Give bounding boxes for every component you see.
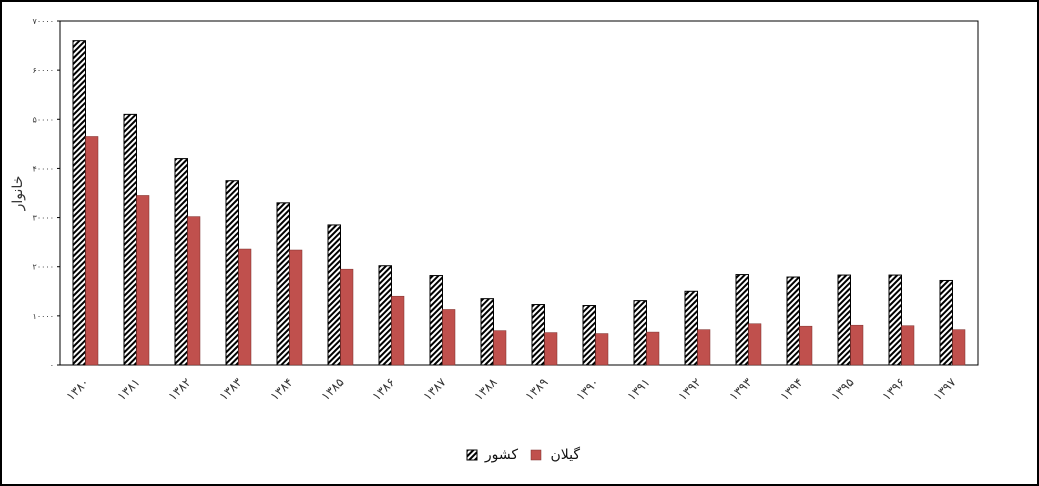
bar-keshvar-4 — [276, 202, 290, 366]
bar-keshvar-9 — [531, 304, 545, 366]
x-tick-label: ۱۳۹۳ — [726, 375, 755, 404]
x-tick-label: ۱۳۹۱ — [624, 375, 652, 403]
bar-gilan-9 — [544, 332, 558, 366]
bar-gilan-0 — [85, 136, 99, 366]
y-tick-label: ۱۰۰۰۰ — [33, 312, 54, 321]
x-tick-label: ۱۳۸۸ — [471, 375, 500, 404]
x-tick-label: ۱۳۸۹ — [522, 375, 550, 403]
bar-gilan-14 — [799, 325, 813, 366]
x-tick-label: ۱۳۸۴ — [267, 375, 295, 403]
bar-gilan-12 — [697, 329, 711, 366]
bar-keshvar-10 — [582, 305, 596, 366]
bar-gilan-1 — [136, 195, 150, 366]
bar-keshvar-12 — [684, 290, 698, 366]
bar-gilan-17 — [952, 329, 966, 366]
bar-gilan-7 — [442, 309, 456, 366]
x-tick-label: ۱۳۹۵ — [828, 375, 856, 403]
bar-keshvar-7 — [429, 275, 443, 366]
bar-keshvar-11 — [633, 300, 647, 366]
x-tick-label: ۱۳۸۶ — [369, 375, 397, 403]
bar-keshvar-15 — [837, 274, 851, 366]
x-tick-label: ۱۳۸۰ — [63, 375, 91, 403]
x-tick-label: ۱۳۹۴ — [777, 375, 805, 403]
bar-keshvar-6 — [378, 265, 392, 366]
bar-keshvar-3 — [225, 180, 239, 366]
x-tick-label: ۱۳۸۷ — [420, 375, 449, 404]
bar-keshvar-16 — [888, 274, 902, 366]
bar-keshvar-1 — [123, 113, 137, 366]
x-tick-label: ۱۳۹۷ — [930, 375, 959, 404]
x-tick-label: ۱۳۸۲ — [165, 375, 193, 403]
y-tick-label: ۲۰۰۰۰ — [33, 263, 54, 272]
x-tick-label: ۱۳۹۶ — [879, 375, 907, 403]
bars — [72, 40, 966, 366]
y-tick-label: ۳۰۰۰۰ — [33, 214, 54, 223]
y-tick-label: ۰ — [50, 361, 54, 370]
y-tick-label: ۶۰۰۰۰ — [33, 66, 54, 75]
x-tick-label: ۱۳۸۵ — [318, 375, 346, 403]
plot-area — [59, 20, 979, 366]
y-tick-label: ۷۰۰۰۰ — [33, 17, 54, 26]
x-axis: ۱۳۸۰ ۱۳۸۱ ۱۳۸۲ ۱۳۸۳ ۱۳۸۴ ۱۳۸۵ ۱۳۸۶ ۱۳۸۷ ۱۳۸۸ ۱۳۸۹… — [63, 375, 959, 404]
bar-gilan-10 — [595, 333, 609, 366]
x-tick-label: ۱۳۹۰ — [573, 375, 601, 403]
legend: کشور گیلان — [466, 446, 580, 463]
bar-gilan-2 — [187, 216, 201, 366]
bar-keshvar-8 — [480, 298, 494, 366]
bar-keshvar-14 — [786, 276, 800, 366]
legend-swatch-gilan — [530, 449, 542, 461]
bar-gilan-5 — [340, 268, 354, 366]
y-axis-label: خانوار — [10, 176, 26, 212]
bar-gilan-6 — [391, 295, 405, 366]
bar-gilan-15 — [850, 324, 864, 366]
bar-keshvar-0 — [72, 40, 86, 366]
x-tick-label: ۱۳۸۱ — [114, 375, 142, 403]
legend-label-gilan: گیلان — [550, 446, 580, 463]
bar-keshvar-2 — [174, 158, 188, 366]
bar-gilan-11 — [646, 331, 660, 366]
bar-gilan-8 — [493, 330, 507, 366]
bar-keshvar-13 — [735, 274, 749, 366]
y-tick-label: ۵۰۰۰۰ — [33, 115, 54, 124]
bar-keshvar-5 — [327, 224, 341, 366]
x-tick-label: ۱۳۹۲ — [675, 375, 703, 403]
bar-gilan-3 — [238, 248, 252, 366]
legend-swatch-keshvar — [466, 449, 478, 461]
bar-gilan-13 — [748, 323, 762, 366]
bar-keshvar-17 — [939, 279, 953, 366]
legend-label-keshvar: کشور — [484, 447, 518, 463]
bar-gilan-4 — [289, 249, 303, 366]
y-axis: ۰ ۱۰۰۰۰ ۲۰۰۰۰ ۳۰۰۰۰ ۴۰۰۰۰ ۵۰۰۰۰ ۶۰۰۰۰ ۷۰۰۰۰ — [33, 17, 60, 370]
x-tick-label: ۱۳۸۳ — [216, 375, 245, 404]
bar-gilan-16 — [901, 325, 915, 366]
y-tick-label: ۴۰۰۰۰ — [33, 164, 54, 173]
